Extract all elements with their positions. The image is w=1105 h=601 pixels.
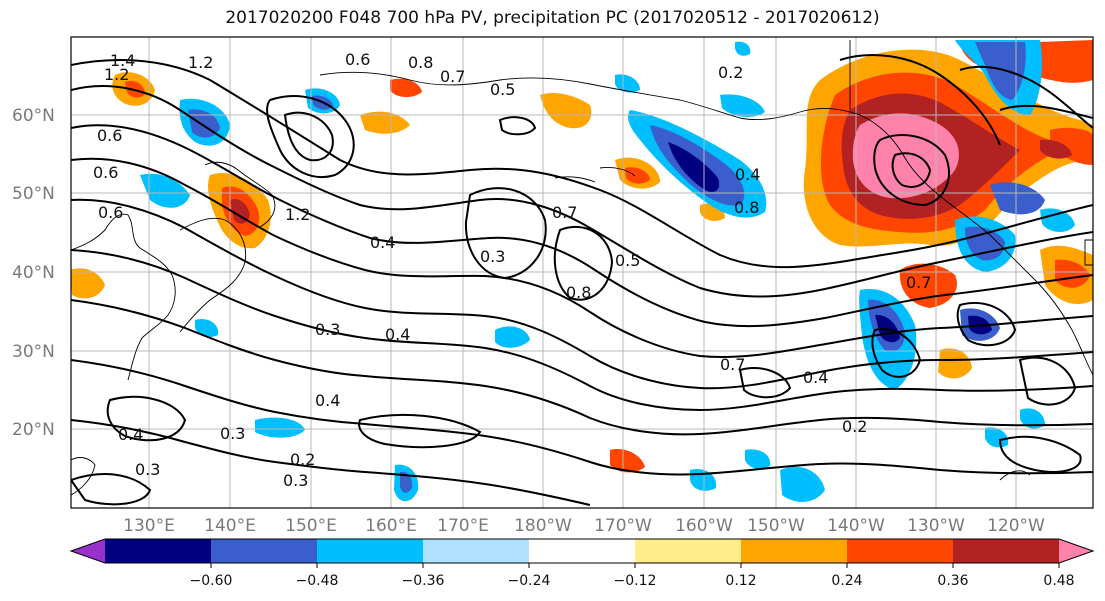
lat-label: 60°N	[12, 106, 55, 126]
colorbar-tick-label: −0.36	[402, 573, 445, 589]
contour-label: 1.2	[285, 205, 310, 224]
lon-label: 170°W	[594, 516, 652, 536]
pv-contours	[71, 54, 1093, 506]
map-border	[70, 36, 1094, 509]
longitude-labels: 130°E 140°E 150°E 160°E 170°E 180°W 170°…	[123, 516, 1045, 536]
contour-label: 1.2	[188, 53, 213, 72]
colorbar-tick-label: 0.36	[937, 573, 968, 589]
lon-label: 130°E	[123, 516, 175, 536]
colorbar-tick-label: −0.12	[614, 573, 657, 589]
contour-label: 0.8	[408, 53, 433, 72]
colorbar-segment	[317, 539, 424, 563]
colorbar-segment	[635, 539, 742, 563]
contour-label: 0.2	[290, 450, 315, 469]
lon-label: 140°W	[827, 516, 885, 536]
contour-label: 0.3	[220, 424, 245, 443]
colorbar-segment	[105, 539, 212, 563]
contour-label: 0.4	[385, 325, 410, 344]
colorbar-segment	[211, 539, 318, 563]
colorbar-segment	[847, 539, 954, 563]
lon-label: 150°W	[747, 516, 805, 536]
colorbar-tick-label: −0.60	[190, 573, 233, 589]
lon-label: 160°E	[365, 516, 417, 536]
colorbar-segment	[953, 539, 1060, 563]
lon-label: 170°E	[437, 516, 489, 536]
lon-label: 160°W	[675, 516, 733, 536]
colorbar: −0.60 −0.48 −0.36 −0.24 −0.12 0.12 0.24 0.36 0.4…	[69, 538, 1095, 589]
colorbar-extend-max	[1059, 539, 1093, 563]
colorbar-tick-label: −0.48	[296, 573, 339, 589]
colorbar-segment	[423, 539, 530, 563]
contour-label: 0.4	[370, 233, 395, 252]
contour-value-labels: 1.4 1.2 1.2 0.6 0.8 0.7 0.5 0.2 0.6 0.6 …	[93, 50, 931, 490]
lon-label: 140°E	[204, 516, 256, 536]
colorbar-tick-label: 0.24	[831, 573, 862, 589]
lat-label: 30°N	[12, 342, 55, 362]
coastlines	[71, 40, 1093, 496]
colorbar-tick-label: 0.12	[725, 573, 756, 589]
colorbar-outline	[69, 538, 1095, 564]
colorbar-segment	[741, 539, 848, 563]
lon-label: 120°W	[987, 516, 1045, 536]
contour-label: 0.8	[566, 283, 591, 302]
contour-label: 0.5	[490, 80, 515, 99]
lon-label: 130°W	[907, 516, 965, 536]
precip-negative-shading	[140, 40, 1075, 502]
lat-label: 40°N	[12, 263, 55, 283]
contour-label: 0.6	[97, 126, 122, 145]
lat-label: 20°N	[12, 420, 55, 440]
contour-label: 0.7	[440, 67, 465, 86]
contour-label: 0.7	[720, 355, 745, 374]
contour-label: 0.6	[93, 163, 118, 182]
colorbar-tick-label: −0.24	[508, 573, 551, 589]
contour-label: 1.4	[110, 51, 135, 70]
contour-label: 0.3	[135, 460, 160, 479]
contour-label: 0.4	[315, 391, 340, 410]
contour-label: 0.2	[718, 63, 743, 82]
contour-label: 0.4	[118, 425, 143, 444]
latitude-labels: 60°N 50°N 40°N 30°N 20°N	[12, 106, 55, 440]
contour-label: 0.7	[906, 273, 931, 292]
contour-label: 0.7	[552, 203, 577, 222]
contour-label: 0.8	[734, 198, 759, 217]
contour-label: 0.4	[735, 165, 760, 184]
map-title: 2017020200 F048 700 hPa PV, precipitatio…	[225, 8, 880, 28]
contour-label: 0.4	[803, 368, 828, 387]
contour-label: 0.6	[345, 50, 370, 69]
contour-label: 0.2	[842, 417, 867, 436]
colorbar-extend-min	[71, 539, 105, 563]
colorbar-tick-label: 0.48	[1043, 573, 1074, 589]
contour-label: 0.6	[98, 203, 123, 222]
lat-label: 50°N	[12, 184, 55, 204]
lon-label: 150°E	[285, 516, 337, 536]
colorbar-segment	[529, 539, 636, 563]
contour-label: 1.2	[104, 65, 129, 84]
contour-label: 0.3	[315, 320, 340, 339]
lon-label: 180°W	[514, 516, 572, 536]
contour-label: 0.5	[615, 251, 640, 270]
contour-label: 0.3	[283, 471, 308, 490]
contour-label: 0.3	[480, 247, 505, 266]
